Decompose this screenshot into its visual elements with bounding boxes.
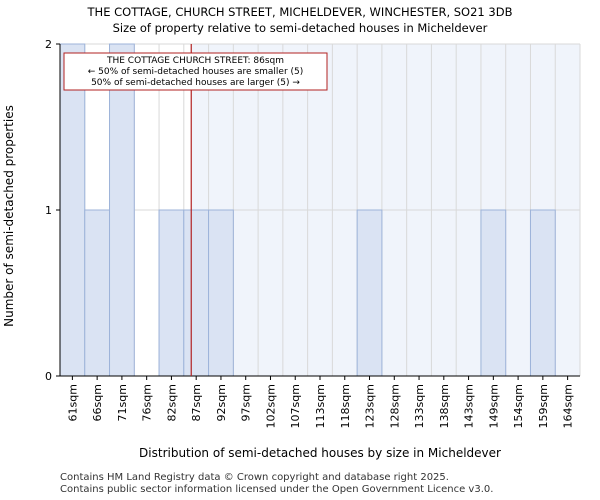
y-tick-label: 1 bbox=[45, 204, 52, 217]
x-tick-label: 138sqm bbox=[438, 384, 451, 428]
x-tick-label: 154sqm bbox=[512, 384, 525, 428]
x-tick-label: 149sqm bbox=[487, 384, 500, 428]
y-tick-label: 2 bbox=[45, 38, 52, 51]
x-tick-label: 133sqm bbox=[413, 384, 426, 428]
x-tick-label: 102sqm bbox=[264, 384, 277, 428]
x-tick-label: 66sqm bbox=[91, 384, 104, 421]
x-tick-label: 159sqm bbox=[537, 384, 550, 428]
footer-copyright: Contains HM Land Registry data © Crown c… bbox=[60, 472, 449, 483]
x-tick-label: 97sqm bbox=[240, 384, 253, 421]
x-tick-label: 76sqm bbox=[141, 384, 154, 421]
x-tick-label: 113sqm bbox=[314, 384, 327, 428]
annotation-line: 50% of semi-detached houses are larger (… bbox=[91, 78, 300, 88]
chart-title-line2: Size of property relative to semi-detach… bbox=[113, 21, 488, 35]
bar bbox=[208, 209, 234, 377]
x-tick-label: 123sqm bbox=[364, 384, 377, 428]
bar bbox=[84, 209, 111, 377]
x-tick-label: 87sqm bbox=[190, 384, 203, 421]
bar bbox=[158, 209, 185, 377]
x-tick-label: 61sqm bbox=[66, 384, 79, 421]
annotation-line: THE COTTAGE CHURCH STREET: 86sqm bbox=[106, 56, 284, 66]
y-axis-label: Number of semi-detached properties bbox=[2, 105, 16, 327]
bar bbox=[59, 43, 86, 377]
chart-title-line1: THE COTTAGE, CHURCH STREET, MICHELDEVER,… bbox=[87, 5, 513, 19]
x-tick-label: 164sqm bbox=[562, 384, 575, 428]
x-tick-label: 143sqm bbox=[463, 384, 476, 428]
annotation-box bbox=[63, 52, 328, 91]
x-axis-label: Distribution of semi-detached houses by … bbox=[139, 446, 501, 460]
y-tick-label: 0 bbox=[45, 370, 52, 383]
bar bbox=[356, 209, 383, 377]
bar bbox=[183, 209, 210, 377]
footer-licence: Contains public sector information licen… bbox=[60, 484, 494, 495]
bar bbox=[109, 43, 135, 377]
x-tick-label: 107sqm bbox=[289, 384, 302, 428]
x-tick-label: 128sqm bbox=[388, 384, 401, 428]
x-tick-label: 92sqm bbox=[215, 384, 228, 421]
annotation-line: ← 50% of semi-detached houses are smalle… bbox=[88, 67, 304, 77]
bar bbox=[480, 209, 507, 377]
x-tick-label: 82sqm bbox=[165, 384, 178, 421]
bar bbox=[529, 209, 556, 377]
x-tick-label: 71sqm bbox=[116, 384, 129, 421]
x-tick-label: 118sqm bbox=[339, 384, 352, 428]
